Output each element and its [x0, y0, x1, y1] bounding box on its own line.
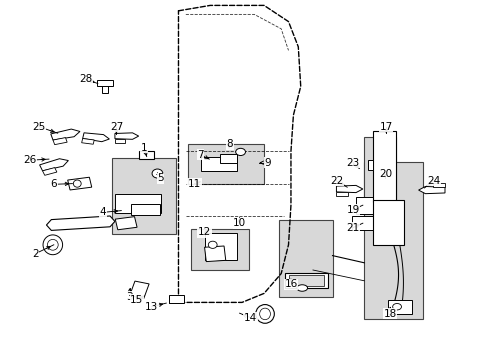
- Text: 4: 4: [99, 207, 106, 217]
- Text: 22: 22: [329, 176, 343, 186]
- Polygon shape: [220, 154, 237, 163]
- Ellipse shape: [47, 239, 58, 250]
- Text: 21: 21: [346, 222, 359, 233]
- Text: 15: 15: [130, 294, 143, 305]
- Text: 11: 11: [187, 179, 201, 189]
- Text: 8: 8: [226, 139, 233, 149]
- Polygon shape: [42, 168, 57, 175]
- Ellipse shape: [255, 305, 274, 323]
- Polygon shape: [351, 216, 379, 230]
- Polygon shape: [168, 296, 183, 303]
- Polygon shape: [40, 159, 68, 171]
- Ellipse shape: [392, 303, 401, 310]
- Polygon shape: [97, 81, 113, 86]
- Polygon shape: [201, 157, 237, 171]
- Ellipse shape: [208, 241, 217, 248]
- Text: 17: 17: [379, 122, 392, 132]
- Ellipse shape: [296, 285, 307, 291]
- Text: 28: 28: [79, 74, 92, 84]
- Text: 20: 20: [378, 168, 391, 179]
- Text: 3: 3: [126, 292, 133, 302]
- Polygon shape: [115, 133, 139, 139]
- Polygon shape: [205, 233, 237, 260]
- Text: 2: 2: [32, 249, 39, 259]
- Polygon shape: [53, 138, 67, 145]
- Ellipse shape: [235, 148, 245, 156]
- Bar: [372, 200, 404, 245]
- Polygon shape: [46, 216, 115, 230]
- Ellipse shape: [259, 308, 270, 320]
- Ellipse shape: [152, 169, 163, 178]
- Polygon shape: [336, 192, 347, 196]
- Bar: [364, 162, 422, 319]
- Bar: [284, 273, 327, 288]
- Text: 16: 16: [284, 279, 297, 289]
- Text: 13: 13: [144, 302, 158, 312]
- Text: 23: 23: [346, 158, 359, 168]
- Polygon shape: [367, 160, 372, 170]
- Polygon shape: [115, 139, 125, 143]
- Text: 10: 10: [233, 218, 245, 228]
- Bar: [112, 158, 176, 234]
- Text: 27: 27: [109, 122, 123, 132]
- Text: 1: 1: [141, 143, 147, 153]
- Ellipse shape: [73, 180, 81, 187]
- Bar: [364, 137, 395, 205]
- Bar: [139, 151, 154, 159]
- Polygon shape: [67, 177, 92, 190]
- Polygon shape: [131, 204, 160, 215]
- Bar: [188, 144, 264, 184]
- Text: 9: 9: [264, 158, 271, 168]
- Text: 5: 5: [157, 173, 163, 183]
- Polygon shape: [114, 194, 161, 213]
- Bar: [278, 220, 332, 297]
- Text: 26: 26: [23, 155, 37, 165]
- Text: 24: 24: [427, 176, 440, 186]
- Polygon shape: [81, 139, 94, 144]
- Text: 7: 7: [197, 150, 203, 160]
- Polygon shape: [82, 133, 109, 142]
- Polygon shape: [418, 186, 444, 194]
- Polygon shape: [204, 246, 225, 262]
- Bar: [372, 131, 395, 202]
- Polygon shape: [336, 185, 362, 193]
- Polygon shape: [129, 281, 149, 298]
- Bar: [190, 229, 249, 270]
- Bar: [168, 295, 184, 303]
- Polygon shape: [115, 217, 137, 230]
- Text: 18: 18: [383, 309, 396, 319]
- Polygon shape: [102, 84, 107, 94]
- Text: 19: 19: [346, 204, 359, 215]
- Text: 25: 25: [32, 122, 46, 132]
- Ellipse shape: [43, 235, 62, 255]
- Polygon shape: [432, 183, 444, 187]
- Polygon shape: [51, 129, 80, 140]
- Polygon shape: [355, 197, 385, 214]
- Text: 14: 14: [243, 312, 257, 323]
- Text: 6: 6: [50, 179, 57, 189]
- Polygon shape: [387, 300, 411, 314]
- Bar: [288, 275, 323, 286]
- Text: 12: 12: [197, 227, 211, 237]
